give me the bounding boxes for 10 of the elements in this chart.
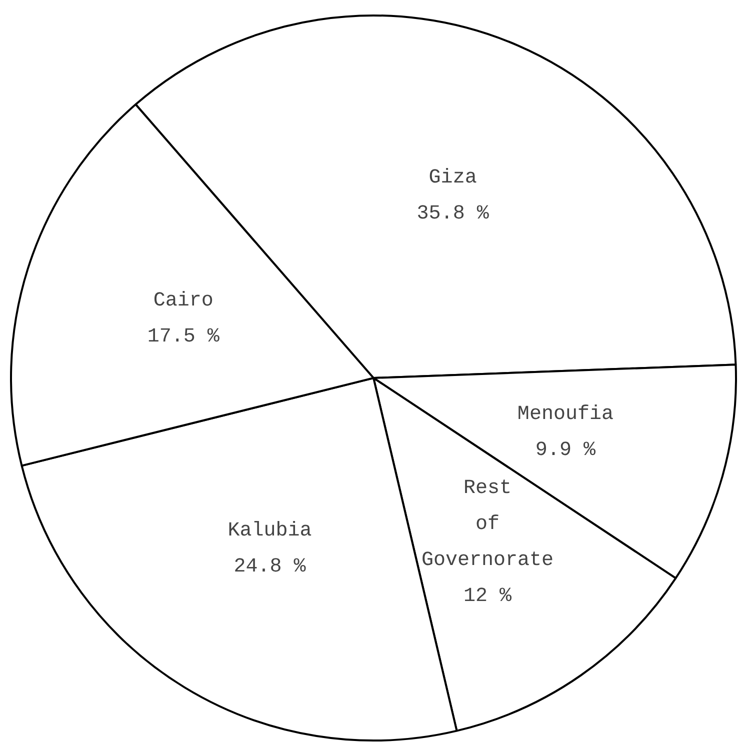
- data-label: 17.5 %: [147, 325, 220, 348]
- slice-label: Rest of Governorate: [422, 476, 554, 572]
- data-label: 35.8 %: [416, 202, 490, 226]
- slice-label: Cairo: [153, 289, 214, 312]
- data-label: 12 %: [464, 584, 513, 608]
- data-label: 24.8 %: [234, 556, 307, 579]
- slice-label: Menoufia: [517, 403, 614, 426]
- slice-label: Kalubia: [228, 520, 312, 543]
- data-label: 9.9 %: [535, 439, 596, 462]
- slice-label: Giza: [428, 166, 477, 190]
